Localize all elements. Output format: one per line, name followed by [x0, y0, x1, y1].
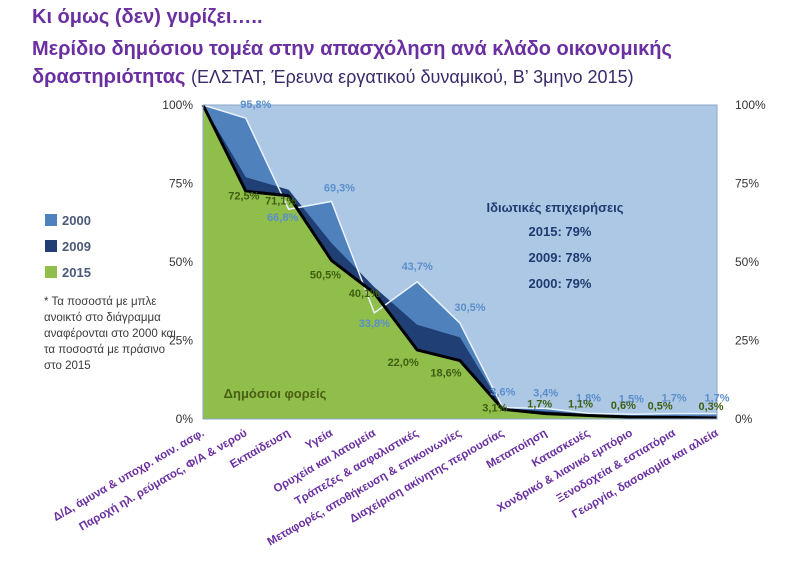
category-label: Υγεία	[304, 427, 335, 452]
data-label-2015: 0,5%	[648, 400, 673, 412]
data-label-2000: 30,5%	[454, 302, 485, 314]
y-tick-left: 100%	[162, 98, 193, 112]
y-tick-right: 25%	[735, 334, 759, 348]
private-share-0: 2015: 79%	[529, 224, 592, 239]
data-label-2015: 72,5%	[228, 190, 259, 202]
data-label-2000: 1,7%	[704, 393, 729, 405]
data-label-2015: 0,3%	[698, 401, 723, 413]
legend-swatch-2009	[45, 240, 57, 252]
data-label-2000: 66,8%	[267, 212, 298, 224]
data-label-2015: 0,6%	[611, 400, 636, 412]
y-tick-left: 50%	[169, 255, 193, 269]
category-label: Μεταφορές, αποθήκευση & επικοινωνίες	[266, 427, 464, 548]
data-label-2000: 43,7%	[402, 261, 433, 273]
y-tick-left: 25%	[169, 334, 193, 348]
plot-border	[202, 104, 718, 420]
y-tick-left: 75%	[169, 177, 193, 191]
line-series-2000	[202, 104, 717, 416]
data-label-2015: 1,7%	[527, 399, 552, 411]
data-label-2000: 1,5%	[619, 393, 644, 405]
area-series-2015	[203, 105, 717, 419]
chart-source: (ΕΛΣΤΑΤ, Έρευνα εργατικού δυναμικού, Β’ …	[190, 67, 634, 87]
line-series-2015	[201, 104, 718, 420]
legend-swatch-2000	[45, 214, 57, 226]
private-share-1: 2009: 78%	[529, 250, 592, 265]
private-share-2: 2000: 79%	[529, 276, 592, 291]
data-label-2000: 3,4%	[533, 387, 558, 399]
data-label-2015: 71,1%	[265, 196, 296, 208]
y-tick-right: 50%	[735, 255, 759, 269]
data-label-2000: 33,8%	[359, 318, 390, 330]
legend-label-2015: 2015	[62, 265, 91, 280]
y-tick-right: 0%	[735, 412, 753, 426]
legend-label-2000: 2000	[62, 213, 91, 228]
data-label-2000: 1,7%	[662, 393, 687, 405]
data-label-2015: 18,6%	[430, 368, 461, 380]
data-label-2015: 50,5%	[310, 269, 341, 281]
y-tick-right: 100%	[735, 98, 766, 112]
data-label-2000: 3,6%	[490, 387, 515, 399]
data-label-2015: 3,1%	[482, 402, 507, 414]
slide-title: Κι όμως (δεν) γυρίζει…..	[32, 6, 263, 28]
chart-title-line-2: δραστηριότητας (ΕΛΣΤΑΤ, Έρευνα εργατικού…	[32, 66, 634, 89]
chart-title-line-1: Μερίδιο δημόσιου τομέα στην απασχόληση α…	[32, 38, 672, 60]
category-label: Παροχή ηλ. ρεύματος, Φ/Α & νερού	[77, 427, 249, 533]
public-sector-label: Δημόσιοι φορείς	[224, 386, 327, 401]
y-tick-right: 75%	[735, 177, 759, 191]
chart-title-text: δραστηριότητας	[32, 66, 186, 88]
data-label-2000: 69,3%	[324, 182, 355, 194]
data-label-2015: 22,0%	[388, 357, 419, 369]
y-tick-left: 0%	[176, 412, 194, 426]
private-sector-title: Ιδιωτικές επιχειρήσεις	[486, 200, 623, 215]
data-label-2015: 1,1%	[568, 399, 593, 411]
legend-swatch-2015	[45, 266, 57, 278]
data-label-2000: 95,8%	[240, 99, 271, 111]
data-label-2015: 40,1%	[349, 288, 380, 300]
legend-label-2009: 2009	[62, 239, 91, 254]
footnote: * Τα ποσοστά με μπλε ανοικτό στο διάγραμ…	[44, 296, 176, 372]
data-label-2000: 1,8%	[576, 392, 601, 404]
